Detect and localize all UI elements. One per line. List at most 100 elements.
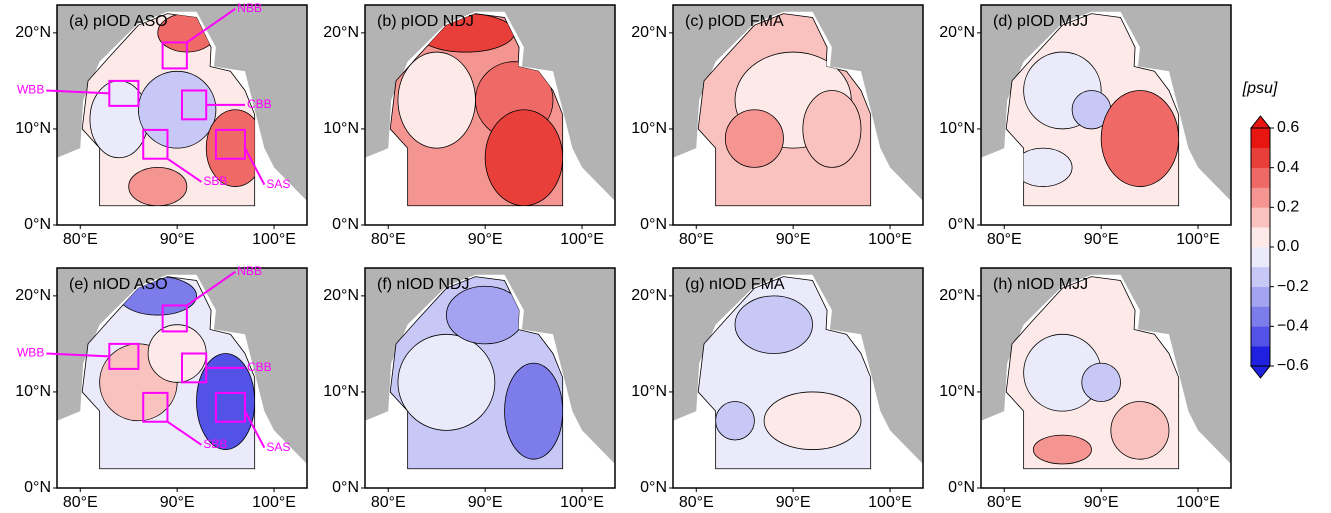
region-pointer xyxy=(244,410,266,449)
y-tick-label: 0°N xyxy=(24,216,51,233)
colorbar-segment xyxy=(1251,326,1270,347)
panel-frame xyxy=(980,4,1232,226)
anomaly-blob xyxy=(1032,434,1092,465)
anomaly-blob xyxy=(196,353,255,450)
colorbar-segment xyxy=(1251,207,1270,228)
colorbar-tick-label: 0.0 xyxy=(1277,238,1299,255)
region-box xyxy=(214,391,246,423)
map-panel: (d) pIOD MJJ 80°E 90°E 100°E 0°N 10°N 20°N xyxy=(939,4,1232,248)
region-pointer xyxy=(46,89,110,95)
colorbar-segment xyxy=(1251,128,1270,149)
x-tick-label: 100°E xyxy=(868,494,912,511)
y-tick-label: 0°N xyxy=(948,216,975,233)
colorbar-tick-label: 0.2 xyxy=(1277,199,1299,216)
x-tick-label: 80°E xyxy=(679,494,714,511)
map-panel: (h) nIOD MJJ 80°E 90°E 100°E 0°N 10°N 20°N xyxy=(939,267,1232,511)
x-tick-label: 100°E xyxy=(560,494,604,511)
panel-frame xyxy=(364,267,616,489)
x-tick-label: 100°E xyxy=(868,231,912,248)
y-tick-label: 10°N xyxy=(939,120,975,137)
region-label: SAS xyxy=(266,177,290,191)
panel-title: (d) pIOD MJJ xyxy=(993,13,1088,30)
colorbar-tick-label: −0.6 xyxy=(1277,357,1309,374)
region-box xyxy=(161,304,188,333)
colorbar-tick-label: 0.4 xyxy=(1277,159,1299,176)
anomaly-blob xyxy=(397,51,476,149)
panel-title: (b) pIOD NDJ xyxy=(377,13,474,30)
anomaly-blob xyxy=(1110,401,1170,460)
x-tick-label: 100°E xyxy=(252,494,296,511)
panel-title: (g) nIOD FMA xyxy=(685,276,785,293)
colorbar-segment xyxy=(1251,147,1270,168)
colorbar-extend-top xyxy=(1249,115,1272,129)
x-tick-label: 80°E xyxy=(63,231,98,248)
region-label: CBB xyxy=(247,97,272,111)
anomaly-blob xyxy=(504,362,563,460)
panel-title: (f) nIOD NDJ xyxy=(377,276,469,293)
map-panel: (b) pIOD NDJ 80°E 90°E 100°E 0°N 10°N 20°N xyxy=(323,4,616,248)
region-pointer xyxy=(186,8,236,44)
y-tick-label: 0°N xyxy=(948,479,975,496)
colorbar-segment xyxy=(1251,306,1270,327)
y-tick-label: 20°N xyxy=(939,24,975,41)
region-box xyxy=(142,128,169,160)
panel-frame xyxy=(56,267,308,489)
x-tick-label: 80°E xyxy=(987,494,1022,511)
x-tick-label: 90°E xyxy=(776,231,811,248)
anomaly-blob xyxy=(128,166,188,206)
y-tick-label: 10°N xyxy=(323,383,359,400)
region-label: WBB xyxy=(17,83,44,97)
y-tick-label: 10°N xyxy=(631,120,667,137)
region-label: NBB xyxy=(237,1,262,15)
anomaly-blob xyxy=(802,90,862,168)
x-tick-label: 80°E xyxy=(371,231,406,248)
colorbar-segment xyxy=(1251,266,1270,287)
x-tick-label: 80°E xyxy=(371,494,406,511)
region-label: NBB xyxy=(237,264,262,278)
colorbar-tick-label: −0.2 xyxy=(1277,278,1309,295)
region-label: WBB xyxy=(17,346,44,360)
anomaly-blob xyxy=(724,109,784,168)
region-label: SBB xyxy=(203,174,227,188)
region-pointer xyxy=(166,157,202,183)
x-tick-label: 90°E xyxy=(1084,231,1119,248)
map-panel: (c) pIOD FMA 80°E 90°E 100°E 0°N 10°N 20°N xyxy=(631,4,924,248)
region-label: SBB xyxy=(203,437,227,451)
region-box xyxy=(142,391,169,423)
panel-title: (a) pIOD ASO xyxy=(69,13,168,30)
panel-title: (h) nIOD MJJ xyxy=(993,276,1088,293)
colorbar-segment xyxy=(1251,286,1270,307)
y-tick-label: 10°N xyxy=(939,383,975,400)
colorbar-segment xyxy=(1251,227,1270,248)
region-label: SAS xyxy=(266,440,290,454)
map-panel: (e) nIOD ASO 80°E 90°E 100°E 0°N 10°N 20°N NBB W… xyxy=(15,264,308,511)
x-tick-label: 90°E xyxy=(1084,494,1119,511)
x-tick-label: 100°E xyxy=(1176,231,1220,248)
x-tick-label: 80°E xyxy=(987,231,1022,248)
x-tick-label: 80°E xyxy=(63,494,98,511)
region-pointer xyxy=(244,147,266,186)
y-tick-label: 0°N xyxy=(640,216,667,233)
y-tick-label: 20°N xyxy=(15,287,51,304)
x-tick-label: 90°E xyxy=(160,231,195,248)
y-tick-label: 0°N xyxy=(640,479,667,496)
colorbar-label: [psu] xyxy=(1242,80,1278,97)
x-tick-label: 90°E xyxy=(468,494,503,511)
x-tick-label: 100°E xyxy=(560,231,604,248)
region-label: CBB xyxy=(247,360,272,374)
y-tick-label: 10°N xyxy=(15,383,51,400)
y-tick-label: 20°N xyxy=(631,287,667,304)
region-pointer xyxy=(186,271,236,307)
anomaly-blob xyxy=(763,391,862,450)
x-tick-label: 100°E xyxy=(252,231,296,248)
x-tick-label: 100°E xyxy=(1176,494,1220,511)
colorbar-tick-label: −0.4 xyxy=(1277,318,1309,335)
anomaly-blob xyxy=(137,70,217,149)
x-tick-label: 80°E xyxy=(679,231,714,248)
anomaly-blob xyxy=(397,333,496,431)
anomaly-blob xyxy=(484,109,563,206)
y-tick-label: 10°N xyxy=(323,120,359,137)
y-tick-label: 0°N xyxy=(332,216,359,233)
panel-title: (c) pIOD FMA xyxy=(685,13,784,30)
